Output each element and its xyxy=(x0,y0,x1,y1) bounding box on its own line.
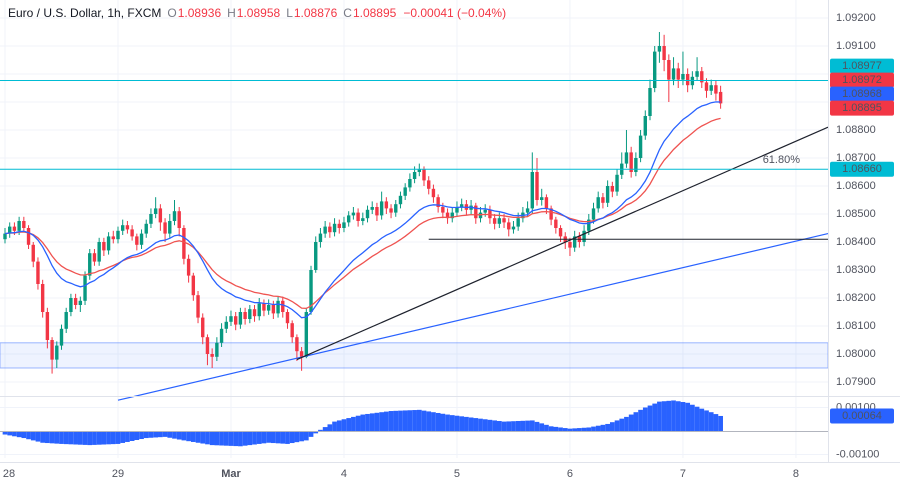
trendline-secondary[interactable] xyxy=(117,233,829,401)
price-axis-label: 1.08600 xyxy=(836,180,876,192)
chart-legend: Euro / U.S. Dollar, 1h, FXCM O1.08936 H1.0… xyxy=(8,5,506,21)
svg-text:1.08968: 1.08968 xyxy=(842,88,882,100)
open-value: 1.08936 xyxy=(177,6,222,20)
svg-text:1.08895: 1.08895 xyxy=(842,102,882,114)
price-axis-label: 1.07900 xyxy=(836,376,876,388)
level-line-price-chip: 1.08977 xyxy=(830,58,894,74)
price-axis-label: 1.08100 xyxy=(836,320,876,332)
time-axis-label: 8 xyxy=(793,468,799,480)
fib-level-price-chip: 1.08660 xyxy=(830,161,894,177)
svg-text:1.08972: 1.08972 xyxy=(842,74,882,86)
price-axis-label: 1.08800 xyxy=(836,124,876,136)
price-axis[interactable]: 1.09200 1.09100 1.08800 1.08700 1.08600 1.085… xyxy=(830,12,894,388)
close-label: C xyxy=(343,6,352,20)
price-axis-label: 1.08400 xyxy=(836,236,876,248)
time-axis-label: 5 xyxy=(454,468,460,480)
time-axis-label: 29 xyxy=(112,468,124,480)
high-value: 1.08958 xyxy=(236,6,281,20)
indicator-axis-label: -0.00100 xyxy=(836,449,879,461)
time-axis-label: 6 xyxy=(567,468,573,480)
svg-text:0.00064: 0.00064 xyxy=(842,410,882,422)
low-value: 1.08876 xyxy=(293,6,338,20)
price-axis-label: 1.08700 xyxy=(836,152,876,164)
svg-text:1.08660: 1.08660 xyxy=(842,163,882,175)
price-axis-label: 1.09100 xyxy=(836,40,876,52)
trendline-primary[interactable] xyxy=(296,126,829,361)
indicator-histogram xyxy=(0,400,828,447)
price-axis-label: 1.09200 xyxy=(836,12,876,24)
price-axis-label: 1.08500 xyxy=(836,208,876,220)
ma-slow-price-chip: 1.08972 xyxy=(830,72,894,88)
time-axis-label: Mar xyxy=(221,468,241,480)
open-label: O xyxy=(167,6,177,20)
close-value: 1.08895 xyxy=(352,6,397,20)
time-axis-label: 28 xyxy=(3,468,15,480)
time-axis-label: 7 xyxy=(680,468,686,480)
support-zone-band[interactable] xyxy=(0,342,829,369)
histogram-value-chip: 0.00064 xyxy=(830,408,894,424)
ma-fast-line[interactable] xyxy=(4,101,721,319)
fib-618-label: 61.80% xyxy=(763,154,801,166)
ma-fast-price-chip: 1.08968 xyxy=(830,86,894,102)
time-axis[interactable]: 28 29 Mar 4 5 6 7 8 xyxy=(3,468,799,480)
symbol-title[interactable]: Euro / U.S. Dollar, 1h, FXCM xyxy=(8,6,162,20)
last-price-chip: 1.08895 xyxy=(830,100,894,116)
price-axis-label: 1.08200 xyxy=(836,292,876,304)
price-axis-label: 1.08300 xyxy=(836,264,876,276)
high-label: H xyxy=(227,6,236,20)
svg-text:1.08977: 1.08977 xyxy=(842,60,882,72)
price-axis-label: 1.08000 xyxy=(836,348,876,360)
time-axis-label: 4 xyxy=(341,468,347,480)
candles xyxy=(3,32,723,374)
change-value: −0.00041 (−0.04%) xyxy=(403,6,507,20)
low-label: L xyxy=(286,6,293,20)
pane-separators xyxy=(0,0,900,463)
